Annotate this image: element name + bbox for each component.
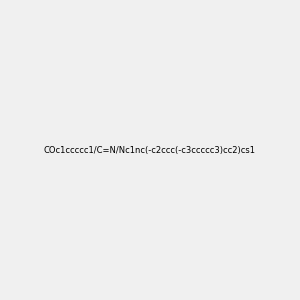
Text: COc1ccccc1/C=N/Nc1nc(-c2ccc(-c3ccccc3)cc2)cs1: COc1ccccc1/C=N/Nc1nc(-c2ccc(-c3ccccc3)cc… xyxy=(44,146,256,154)
